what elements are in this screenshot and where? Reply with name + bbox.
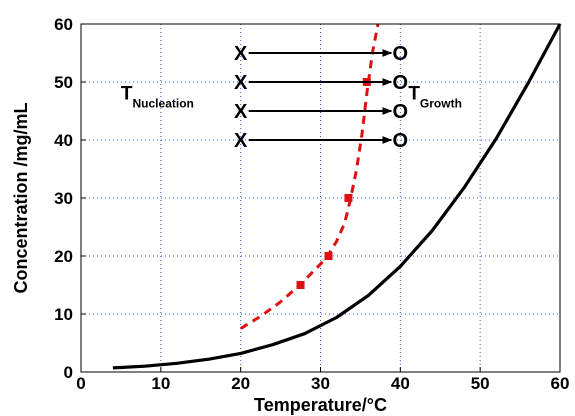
end-mark: O [393,43,409,65]
x-axis-title: Temperature/°C [254,395,387,415]
start-mark: X [234,130,248,152]
series-layer [112,23,562,370]
grid-lines [81,24,560,372]
start-mark: X [234,72,248,94]
y-tick-label: 60 [54,15,73,34]
end-mark: O [393,72,409,94]
x-tick-label: 20 [231,374,250,393]
y-tick-label: 20 [54,247,73,266]
x-tick-label: 10 [151,374,170,393]
end-mark: O [393,101,409,123]
tick-labels: 0 10 20 30 40 50 60 0 10 20 30 40 50 60 [54,15,569,393]
x-tick-label: 30 [311,374,330,393]
label-t-nucleation: TNucleation [121,83,194,110]
y-tick-label: 0 [64,363,73,382]
y-tick-label: 10 [54,305,73,324]
y-tick-label: 50 [54,73,73,92]
data-point-marker [296,281,305,289]
data-point-marker [324,252,333,260]
x-tick-label: 40 [391,374,410,393]
nucleation-curve [239,23,380,330]
y-axis-title: Concentration /mg/mL [11,102,31,293]
solubility-curve [112,23,562,370]
annotations: X O X O X O X O TNucleation TGrowth [121,43,462,152]
x-tick-label: 50 [471,374,490,393]
start-mark: X [234,43,248,65]
label-t-growth: TGrowth [408,83,462,110]
y-tick-label: 30 [54,189,73,208]
start-mark: X [234,101,248,123]
data-point-marker [344,194,353,202]
end-mark: O [393,130,409,152]
x-tick-label: 60 [551,374,570,393]
y-tick-label: 40 [54,131,73,150]
x-tick-label: 0 [76,374,85,393]
